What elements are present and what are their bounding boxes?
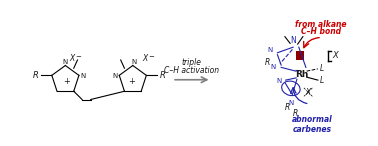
Text: R: R [265, 58, 270, 67]
Text: N: N [276, 78, 281, 84]
Text: X: X [332, 51, 338, 60]
Text: L: L [319, 64, 324, 73]
Text: +: + [129, 78, 135, 86]
Text: R: R [293, 109, 298, 118]
Text: R: R [285, 103, 291, 112]
Text: from alkane: from alkane [295, 20, 347, 29]
Text: N: N [271, 64, 276, 70]
Text: Rh: Rh [295, 70, 308, 79]
Text: C–H activation: C–H activation [164, 66, 220, 75]
Text: L: L [319, 76, 324, 85]
Text: X: X [142, 54, 147, 62]
FancyBboxPatch shape [296, 51, 304, 60]
Text: N: N [62, 59, 67, 65]
Text: N: N [113, 73, 118, 79]
Text: N: N [290, 36, 296, 45]
Text: triple: triple [182, 58, 202, 67]
Text: −: − [148, 54, 154, 60]
Text: R: R [33, 71, 38, 80]
Text: N: N [131, 59, 136, 65]
Text: X: X [70, 54, 75, 62]
Text: −: − [76, 54, 81, 60]
Text: +: + [63, 78, 70, 86]
Text: X: X [305, 88, 311, 97]
Text: C–H bond: C–H bond [301, 27, 341, 35]
Text: N: N [267, 47, 272, 53]
Text: R: R [160, 71, 166, 80]
Text: N: N [288, 100, 294, 106]
Text: abnormal
carbenes: abnormal carbenes [291, 115, 332, 134]
Text: N: N [81, 73, 86, 79]
